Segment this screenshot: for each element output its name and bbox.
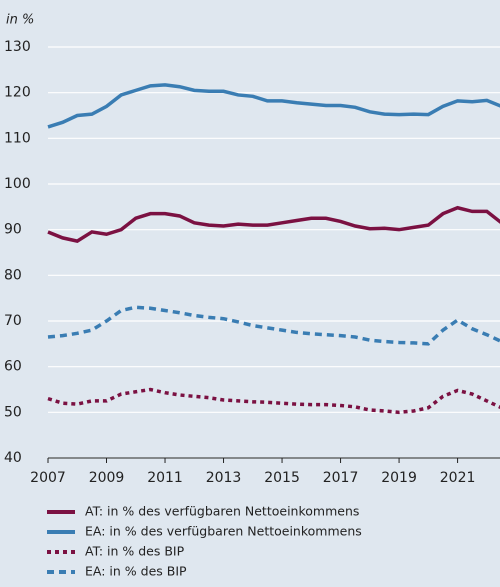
y-tick-label: 90 [4, 222, 22, 238]
line-series [47, 305, 500, 346]
y-tick-label: 40 [4, 450, 22, 466]
y-tick-label: 60 [4, 359, 22, 375]
y-tick-label: 100 [4, 176, 31, 192]
line-series [47, 387, 500, 415]
legend-label: EA: in % des BIP [85, 564, 187, 579]
legend-label: EA: in % des verfügbaren Nettoeinkommens [85, 524, 362, 539]
x-tick-label: 2013 [206, 470, 242, 486]
x-tick-label: 2007 [30, 470, 66, 486]
y-tick-label: 110 [4, 130, 31, 146]
legend-label: AT: in % des BIP [85, 544, 185, 559]
legend-label: AT: in % des verfügbaren Nettoeinkommens [85, 504, 359, 519]
x-tick-label: 2017 [323, 470, 359, 486]
y-tick-label: 80 [4, 267, 22, 283]
x-tick-label: 2015 [264, 470, 300, 486]
y-tick-label: 50 [4, 404, 22, 420]
line-series [47, 83, 500, 129]
y-tick-label: 130 [4, 39, 31, 55]
line-series [47, 205, 500, 243]
x-tick-label: 2019 [381, 470, 417, 486]
x-tick-label: 2021 [440, 470, 476, 486]
y-tick-label: 120 [4, 85, 31, 101]
x-tick-label: 2009 [89, 470, 125, 486]
y-axis-label: in % [6, 13, 34, 28]
x-tick-label: 2011 [147, 470, 183, 486]
y-tick-label: 70 [4, 313, 22, 329]
